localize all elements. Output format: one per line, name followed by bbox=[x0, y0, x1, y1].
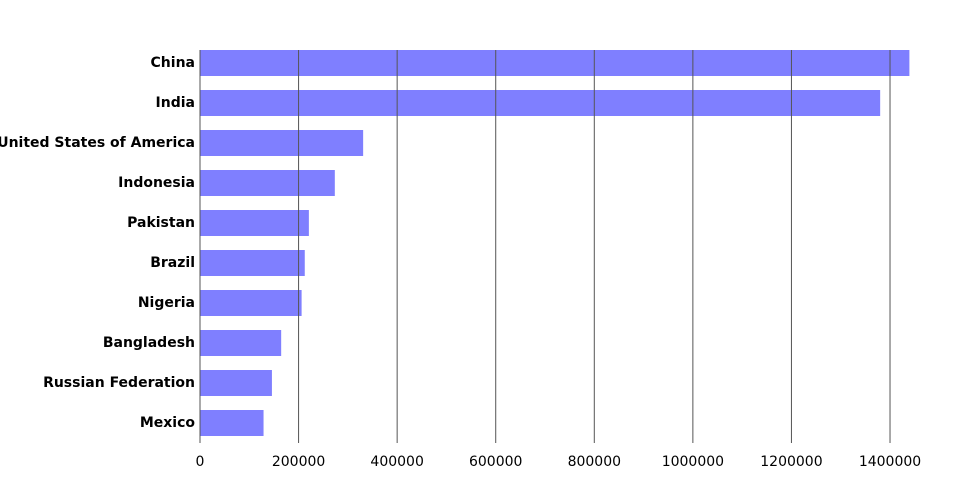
y-tick-label: Nigeria bbox=[138, 295, 195, 311]
x-tick-label: 600000 bbox=[469, 454, 522, 470]
x-tick-label: 0 bbox=[196, 454, 205, 470]
bar bbox=[200, 130, 364, 156]
bar bbox=[200, 410, 264, 436]
y-tick-label: Brazil bbox=[150, 255, 195, 271]
x-tick-label: 1200000 bbox=[760, 454, 822, 470]
bar bbox=[200, 250, 305, 276]
y-tick-label: China bbox=[151, 55, 195, 71]
x-tick-label: 800000 bbox=[568, 454, 621, 470]
x-tick-label: 400000 bbox=[370, 454, 423, 470]
bar bbox=[200, 330, 282, 356]
y-tick-label: United States of America bbox=[0, 135, 195, 151]
y-tick-label: Mexico bbox=[140, 415, 196, 431]
x-tick-label: 1000000 bbox=[662, 454, 724, 470]
y-tick-label: Indonesia bbox=[118, 175, 195, 191]
bar bbox=[200, 90, 881, 116]
y-tick-label: Bangladesh bbox=[103, 335, 195, 351]
y-tick-label: India bbox=[156, 95, 195, 111]
bar bbox=[200, 50, 910, 76]
bar bbox=[200, 170, 335, 196]
bar bbox=[200, 290, 302, 316]
y-tick-label: Russian Federation bbox=[43, 375, 195, 391]
x-tick-label: 1400000 bbox=[859, 454, 921, 470]
bar bbox=[200, 370, 272, 396]
y-tick-label: Pakistan bbox=[127, 215, 195, 231]
bar bbox=[200, 210, 309, 236]
x-tick-label: 200000 bbox=[272, 454, 325, 470]
